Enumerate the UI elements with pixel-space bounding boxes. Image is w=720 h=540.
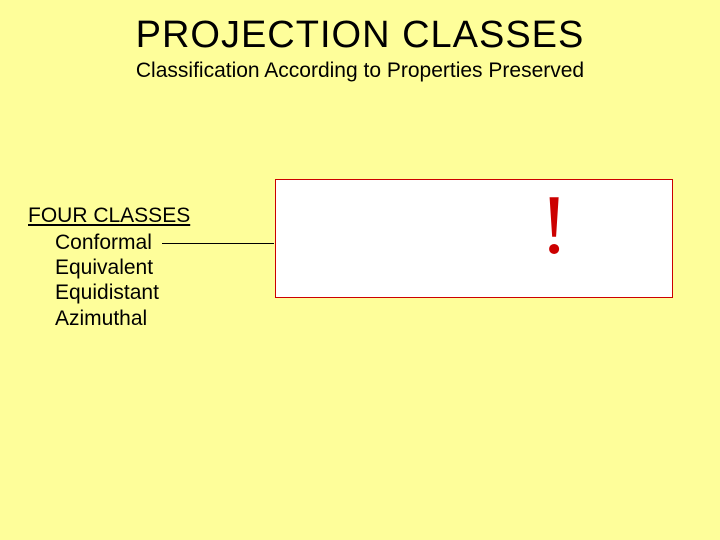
list-item: Conformal	[55, 230, 159, 255]
list-item: Azimuthal	[55, 306, 159, 331]
slide-subtitle: Classification According to Properties P…	[0, 59, 720, 83]
list-item: Equidistant	[55, 280, 159, 305]
callout-box	[275, 179, 673, 298]
exclamation-icon: !	[540, 176, 568, 274]
section-heading: FOUR CLASSES	[28, 204, 190, 228]
connector-line	[162, 243, 274, 244]
list-item: Equivalent	[55, 255, 159, 280]
slide-title: PROJECTION CLASSES	[0, 0, 720, 57]
class-list: Conformal Equivalent Equidistant Azimuth…	[55, 230, 159, 331]
